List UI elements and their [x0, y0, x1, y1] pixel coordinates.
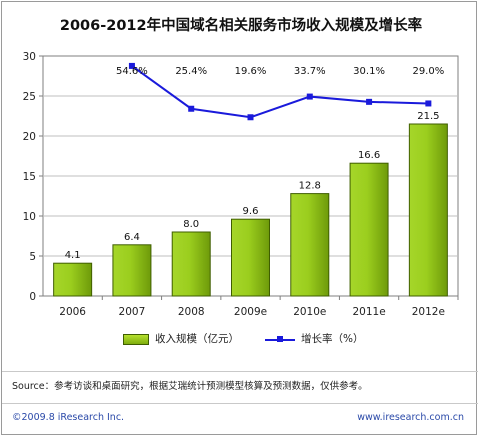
legend-label-growth: 增长率（%）: [301, 333, 364, 345]
bar-2012e: [408, 123, 448, 297]
website-text: www.iresearch.com.cn: [357, 412, 464, 423]
chart-plot: 0 5 10 15 20 25 30 4.1 2006 6.4 2007 8.0 2008 9.6 2009…: [23, 51, 459, 318]
legend-item-growth: 增长率（%）: [265, 331, 363, 346]
y-tick-label: 10: [23, 211, 36, 223]
bar-2009e: [231, 218, 270, 297]
x-tick-label: 2011e: [352, 306, 385, 318]
y-tick-label: 20: [23, 131, 36, 143]
bar-value-label: 4.1: [65, 250, 81, 261]
growth-rate-label: 19.6%: [235, 66, 267, 77]
copyright-text: ©2009.8 iResearch Inc.: [12, 412, 125, 423]
growth-rate-label: 30.1%: [353, 66, 385, 77]
chart-title: 2006-2012年中国域名相关服务市场收入规模及增长率: [59, 18, 423, 34]
bar-value-label: 12.8: [299, 181, 321, 192]
growth-rate-point-2007: [128, 62, 135, 69]
bar-value-label: 16.6: [358, 150, 380, 161]
y-tick-label: 15: [23, 171, 36, 183]
footer-divider-bottom: [2, 403, 478, 404]
legend-item-revenue: 收入规模（亿元）: [123, 331, 239, 346]
bar-value-label: 21.5: [417, 111, 439, 122]
bar-value-label: 6.4: [124, 232, 140, 243]
y-tick-label: 25: [23, 91, 36, 103]
bar-value-label: 8.0: [183, 219, 199, 230]
legend-swatch-line: [265, 335, 295, 344]
bar-2011e: [349, 162, 389, 297]
bar-value-label: 9.6: [243, 206, 259, 217]
x-tick-label: 2012e: [412, 306, 445, 318]
bar-2006: [53, 262, 93, 297]
bar-2010e: [290, 193, 330, 297]
growth-rate-point-2009e: [247, 114, 254, 121]
growth-rate-point-2010e: [306, 93, 313, 100]
x-tick-label: 2009e: [234, 306, 267, 318]
growth-rate-label: 25.4%: [175, 66, 207, 77]
y-tick-label: 30: [23, 51, 36, 63]
chart-legend: 收入规模（亿元） 增长率（%）: [2, 329, 480, 351]
footer-divider-top: [2, 371, 478, 372]
growth-rate-label: 54.6%: [116, 66, 148, 77]
x-tick-label: 2010e: [293, 306, 326, 318]
bar-2007: [112, 244, 152, 297]
legend-swatch-bar: [123, 333, 149, 345]
growth-rate-point-2008: [188, 105, 195, 112]
growth-rate-line: [131, 65, 429, 119]
x-tick-label: 2006: [59, 306, 86, 318]
legend-label-revenue: 收入规模（亿元）: [155, 333, 239, 345]
growth-rate-label: 29.0%: [412, 66, 444, 77]
x-tick-label: 2008: [178, 306, 205, 318]
growth-rate-label: 33.7%: [294, 66, 326, 77]
y-tick-label: 5: [29, 251, 36, 263]
y-tick-label: 0: [29, 291, 36, 303]
bar-2008: [171, 231, 211, 297]
x-tick-label: 2007: [119, 306, 146, 318]
growth-rate-point-2011e: [366, 98, 373, 105]
source-note: Source：参考访谈和桌面研究，根据艾瑞统计预测模型核算及预测数据，仅供参考。: [12, 381, 368, 392]
growth-rate-point-2012e: [425, 100, 432, 107]
